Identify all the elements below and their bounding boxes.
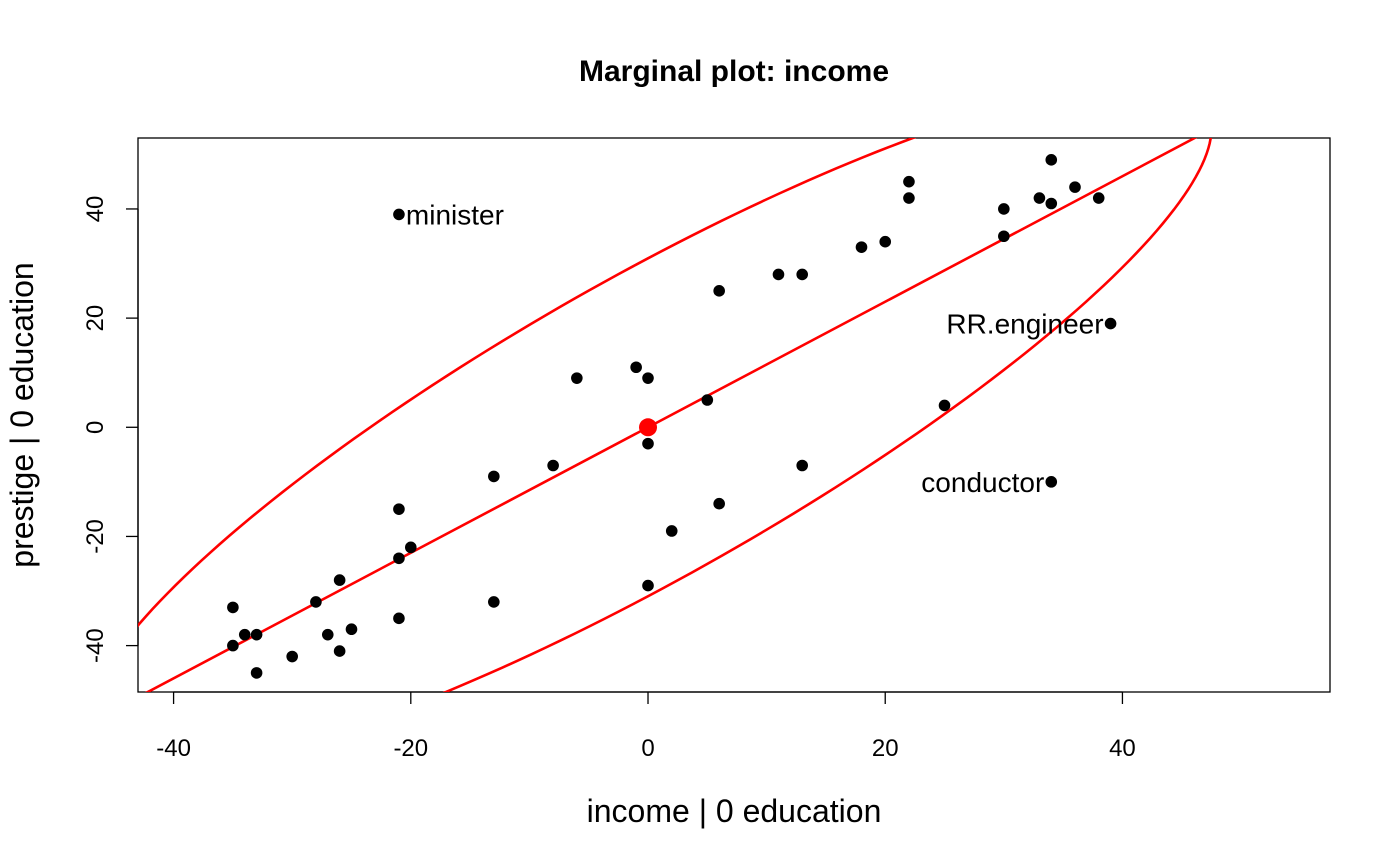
data-point xyxy=(1045,476,1058,488)
data-point xyxy=(1033,192,1046,204)
data-point xyxy=(630,361,642,374)
data-point xyxy=(250,628,263,641)
data-point xyxy=(855,241,868,253)
data-point xyxy=(345,623,358,636)
point-label-minister: minister xyxy=(406,199,504,230)
point-label-rr-engineer: RR.engineer xyxy=(946,309,1103,340)
plot-area xyxy=(138,138,1212,692)
point-label-conductor: conductor xyxy=(921,467,1044,498)
data-point xyxy=(796,459,808,472)
chart-title: Marginal plot: income xyxy=(579,55,889,88)
data-point xyxy=(998,230,1010,243)
data-point xyxy=(488,596,500,608)
plot-frame xyxy=(137,137,1331,693)
data-point xyxy=(1092,192,1105,204)
data-point xyxy=(250,667,263,679)
y-tick-label: -40 xyxy=(82,628,109,663)
data-point xyxy=(1045,154,1058,166)
data-point xyxy=(665,525,678,537)
data-point xyxy=(571,372,583,384)
data-point xyxy=(701,394,714,406)
centroid-point xyxy=(639,418,658,437)
data-point xyxy=(903,192,915,204)
data-point xyxy=(998,203,1010,215)
data-point xyxy=(713,497,725,510)
x-axis: -40 -20 0 20 40 xyxy=(156,691,1136,762)
x-tick-label: -40 xyxy=(156,735,191,762)
data-point xyxy=(642,579,654,592)
data-point xyxy=(642,372,654,384)
data-point xyxy=(796,268,808,281)
data-point xyxy=(1069,181,1081,193)
data-point xyxy=(1104,317,1117,330)
y-axis: -40 -20 0 20 40 xyxy=(82,196,139,663)
data-point xyxy=(1045,197,1058,210)
data-point xyxy=(333,574,346,586)
data-point xyxy=(547,459,559,472)
y-tick-label: -20 xyxy=(82,519,109,554)
data-point xyxy=(333,645,346,657)
data-point xyxy=(227,639,239,652)
data-point xyxy=(393,612,405,625)
data-point xyxy=(404,541,417,554)
data-point xyxy=(393,503,405,515)
data-point xyxy=(903,175,915,188)
data-point xyxy=(321,628,334,641)
x-tick-label: -20 xyxy=(393,735,428,762)
x-tick-label: 20 xyxy=(872,735,899,762)
data-point xyxy=(227,601,239,614)
data-point xyxy=(713,285,725,297)
regression-line xyxy=(145,138,1198,692)
data-point xyxy=(393,552,405,565)
y-axis-label: prestige | 0 education xyxy=(4,262,40,567)
data-point xyxy=(642,437,654,450)
data-point xyxy=(393,208,405,221)
x-axis-label: income | 0 education xyxy=(587,793,882,829)
point-labels: minister RR.engineer conductor xyxy=(406,199,1104,497)
y-tick-label: 40 xyxy=(82,196,109,223)
y-tick-label: 0 xyxy=(82,421,109,434)
x-tick-label: 0 xyxy=(641,735,654,762)
data-point xyxy=(938,399,951,412)
y-tick-label: 20 xyxy=(82,305,109,332)
data-point xyxy=(286,650,298,663)
data-ellipse xyxy=(138,138,1212,692)
data-point xyxy=(238,628,251,641)
data-point xyxy=(310,596,322,608)
data-point xyxy=(879,235,892,248)
data-point xyxy=(488,470,500,483)
data-point xyxy=(772,268,785,281)
x-tick-label: 40 xyxy=(1109,735,1136,762)
